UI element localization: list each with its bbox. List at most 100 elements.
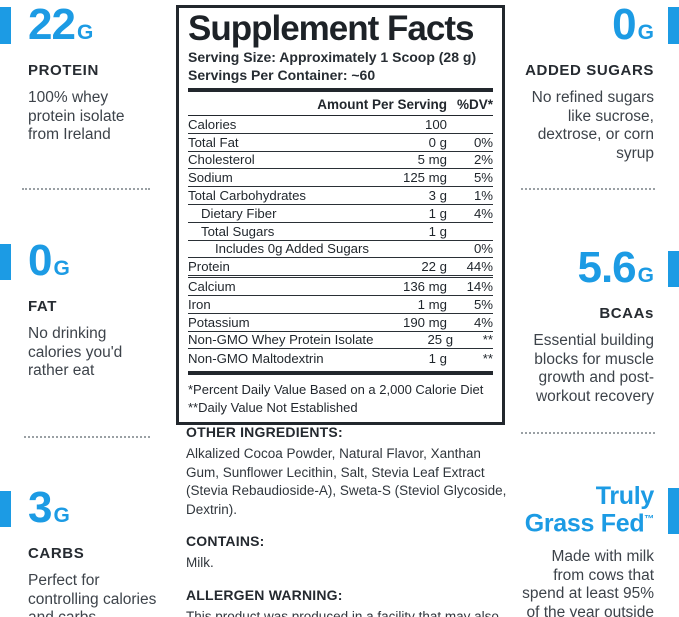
stat-section-fat: 0G FAT No drinking calories you'd rather… <box>0 238 170 381</box>
fat-stat-label: FAT <box>28 298 58 315</box>
facts-row: Total Fat 0 g 0% <box>188 134 493 152</box>
other-ingredients-text: Alkalized Cocoa Powder, Natural Flavor, … <box>186 446 507 517</box>
row-dv: 1% <box>473 188 493 204</box>
row-dv: 14% <box>466 279 493 295</box>
accent-bar <box>668 7 679 44</box>
stat-section-grass-fed: Truly Grass Fed™ Made with milk from cows… <box>510 484 679 617</box>
row-amount: 1 g <box>428 205 447 221</box>
row-name: Dietary Fiber <box>201 205 277 221</box>
row-name: Total Fat <box>188 134 239 150</box>
facts-row: Total Carbohydrates 3 g 1% <box>188 187 493 205</box>
servings-per-container: Servings Per Container: ~60 <box>188 67 376 83</box>
protein-stat-value: 22G <box>28 2 170 56</box>
allergen-warning-text: This product was produced in a facility … <box>186 608 499 617</box>
grass-fed-title-line1: Truly <box>595 482 655 510</box>
row-amount: 1 g <box>428 223 447 239</box>
dotted-divider <box>521 188 655 190</box>
row-amount: 100 <box>424 116 447 132</box>
fat-stat-description: No drinking calories you'd rather eat <box>28 325 123 379</box>
accent-bar <box>668 488 679 534</box>
row-amount: 25 g <box>427 332 454 348</box>
row-name: Non-GMO Maltodextrin <box>188 350 324 366</box>
row-name: Non-GMO Whey Protein Isolate <box>188 332 374 348</box>
footnote-percent-dv: *Percent Daily Value Based on a 2,000 Ca… <box>188 382 484 398</box>
row-name: Calories <box>188 116 237 132</box>
stat-section-added-sugars: 0G ADDED SUGARS No refined sugars like s… <box>510 2 679 163</box>
added-sugars-stat-value: 0G <box>510 2 654 56</box>
stat-unit: G <box>76 21 94 44</box>
row-amount: 3 g <box>428 188 447 204</box>
other-ingredients-block: OTHER INGREDIENTS: Alkalized Cocoa Powde… <box>186 424 508 519</box>
carbs-stat-label: CARBS <box>28 545 85 562</box>
protein-stat-description: 100% whey protein isolate from Ireland <box>28 89 125 143</box>
row-amount: 1 mg <box>417 296 447 312</box>
facts-row: Total Sugars 1 g <box>188 223 493 241</box>
stat-number-text: 0 <box>612 0 637 49</box>
row-dv: 4% <box>473 205 493 221</box>
facts-row: Potassium 190 mg 4% <box>188 314 493 332</box>
row-dv: 4% <box>473 314 493 330</box>
facts-row: Dietary Fiber 1 g 4% <box>188 205 493 223</box>
column-header-amount: Amount Per Serving <box>317 97 447 112</box>
stat-number-text: 22 <box>28 0 76 49</box>
protein-stat-label: PROTEIN <box>28 62 99 79</box>
row-amount: 136 mg <box>403 279 447 295</box>
row-name: Total Carbohydrates <box>188 188 307 204</box>
row-name: Total Sugars <box>201 223 275 239</box>
facts-row: Sodium 125 mg 5% <box>188 169 493 188</box>
facts-row: Iron 1 mg 5% <box>188 296 493 314</box>
stat-number-text: 3 <box>28 483 53 532</box>
accent-bar <box>0 491 11 527</box>
facts-row: Includes 0g Added Sugars 0% <box>188 241 493 259</box>
bcaas-stat-description: Essential building blocks for muscle gro… <box>533 332 654 405</box>
row-name: Iron <box>188 296 211 312</box>
row-amount: 0 g <box>428 134 447 150</box>
supplement-facts-panel: Supplement Facts Serving Size: Approxima… <box>176 5 505 426</box>
accent-bar <box>668 251 679 287</box>
bcaas-stat-label: BCAAs <box>599 305 654 322</box>
row-dv: 5% <box>473 170 493 186</box>
row-name: Sodium <box>188 170 233 186</box>
bcaas-stat-value: 5.6G <box>510 245 654 299</box>
grass-fed-description: Made with milk from cows that spend at l… <box>522 548 654 617</box>
facts-row: Non-GMO Maltodextrin 1 g ** <box>188 349 493 367</box>
stat-unit: G <box>637 264 654 287</box>
dotted-divider <box>22 188 150 190</box>
added-sugars-stat-description: No refined sugars like sucrose, dextrose… <box>531 89 654 162</box>
row-dv: 0% <box>473 241 493 257</box>
thick-rule <box>188 88 493 92</box>
row-amount: 5 mg <box>417 152 447 168</box>
dotted-divider <box>24 436 150 438</box>
other-ingredients-label: OTHER INGREDIENTS: <box>186 424 343 440</box>
grass-fed-title-line2: Grass Fed <box>524 509 645 538</box>
row-name: Potassium <box>188 314 250 330</box>
contains-text: Milk. <box>186 555 214 570</box>
row-dv: 0% <box>473 134 493 150</box>
stat-unit: G <box>53 504 70 527</box>
column-header-dv: %DV* <box>456 97 493 112</box>
row-name: Protein <box>188 259 230 275</box>
facts-row: Protein 22 g 44% <box>188 258 493 279</box>
added-sugars-stat-label: ADDED SUGARS <box>525 62 654 79</box>
allergen-warning-block: ALLERGEN WARNING: This product was produ… <box>186 587 508 617</box>
accent-bar <box>0 244 11 280</box>
footnote-dv-not-established: **Daily Value Not Established <box>188 400 358 416</box>
stat-unit: G <box>53 257 70 280</box>
carbs-stat-value: 3G <box>28 485 170 539</box>
grass-fed-title: Truly Grass Fed™ <box>510 482 655 538</box>
panel-title: Supplement Facts <box>188 9 474 48</box>
serving-size: Serving Size: Approximately 1 Scoop (28 … <box>188 49 477 65</box>
stat-number-text: 0 <box>28 236 53 285</box>
facts-column-header: Amount Per Serving %DV* <box>188 92 493 116</box>
facts-row: Cholesterol 5 mg 2% <box>188 152 493 170</box>
thick-rule <box>188 371 493 376</box>
stat-unit: G <box>637 21 654 44</box>
row-dv: 5% <box>473 296 493 312</box>
allergen-warning-label: ALLERGEN WARNING: <box>186 586 343 603</box>
facts-row: Non-GMO Whey Protein Isolate 25 g ** <box>188 332 493 350</box>
facts-row: Calories 100 <box>188 116 493 134</box>
row-dv: 44% <box>466 259 493 275</box>
footnotes: *Percent Daily Value Based on a 2,000 Ca… <box>188 381 493 417</box>
stat-section-bcaas: 5.6G BCAAs Essential building blocks for… <box>510 245 679 406</box>
row-amount: 22 g <box>421 259 447 275</box>
